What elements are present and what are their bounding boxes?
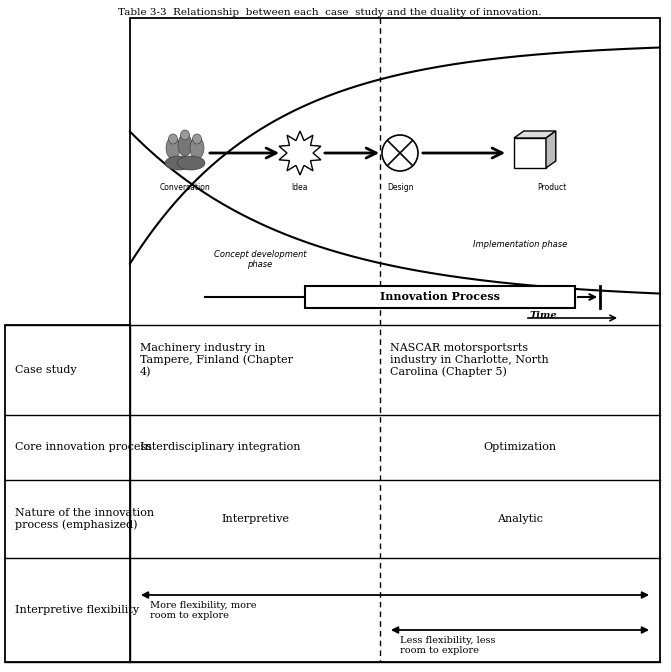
Text: Design: Design [386, 183, 413, 192]
Ellipse shape [168, 134, 178, 144]
Text: Interpretive flexibility: Interpretive flexibility [15, 605, 139, 615]
Text: Idea: Idea [292, 183, 308, 192]
Ellipse shape [190, 137, 204, 159]
Bar [5, 325, 130, 662]
Text: Core innovation process: Core innovation process [15, 442, 152, 452]
Ellipse shape [193, 134, 201, 144]
Ellipse shape [180, 130, 189, 140]
Text: Concept development
phase: Concept development phase [214, 250, 306, 269]
Polygon shape [514, 131, 556, 138]
Ellipse shape [178, 134, 192, 156]
Ellipse shape [177, 156, 205, 170]
Text: Implementation phase: Implementation phase [473, 240, 567, 249]
Bar [305, 286, 575, 308]
Text: Innovation Process: Innovation Process [380, 292, 500, 302]
Text: Nature of the innovation
process (emphasized): Nature of the innovation process (emphas… [15, 508, 154, 530]
Text: Table 3-3  Relationship  between each  case  study and the duality of innovation: Table 3-3 Relationship between each case… [118, 8, 541, 17]
Text: Conversation: Conversation [160, 183, 211, 192]
Polygon shape [546, 131, 556, 168]
Bar [514, 138, 546, 168]
Text: Interpretive: Interpretive [221, 514, 289, 524]
Text: Interdisciplinary integration: Interdisciplinary integration [140, 442, 301, 452]
Text: Time: Time [530, 310, 558, 319]
Text: More flexibility, more
room to explore: More flexibility, more room to explore [150, 601, 256, 620]
Text: NASCAR motorsportsrts
industry in Charlotte, North
Carolina (Chapter 5): NASCAR motorsportsrts industry in Charlo… [390, 343, 549, 377]
Text: Machinery industry in
Tampere, Finland (Chapter
4): Machinery industry in Tampere, Finland (… [140, 343, 293, 377]
Text: Less flexibility, less
room to explore: Less flexibility, less room to explore [400, 636, 495, 655]
Ellipse shape [165, 156, 193, 170]
Text: Case study: Case study [15, 365, 76, 375]
Text: Product: Product [537, 183, 566, 192]
Polygon shape [279, 131, 321, 175]
Bar [130, 18, 660, 662]
Ellipse shape [166, 137, 180, 159]
Circle shape [382, 135, 418, 171]
Text: Optimization: Optimization [483, 442, 556, 452]
Text: Analytic: Analytic [497, 514, 543, 524]
